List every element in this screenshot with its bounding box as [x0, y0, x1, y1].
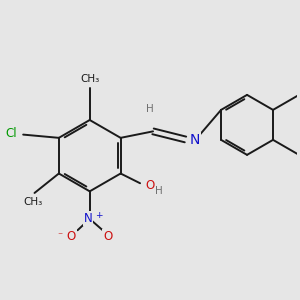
- Text: ⁻: ⁻: [57, 231, 62, 241]
- Text: Cl: Cl: [5, 127, 17, 140]
- Text: CH₃: CH₃: [23, 197, 43, 207]
- Text: O: O: [146, 179, 155, 192]
- Text: O: O: [103, 230, 112, 243]
- Text: O: O: [67, 230, 76, 243]
- Text: N: N: [84, 212, 92, 225]
- Text: N: N: [190, 133, 200, 147]
- Text: H: H: [155, 185, 163, 196]
- Text: H: H: [146, 103, 154, 113]
- Text: CH₃: CH₃: [80, 74, 99, 83]
- Text: +: +: [95, 211, 102, 220]
